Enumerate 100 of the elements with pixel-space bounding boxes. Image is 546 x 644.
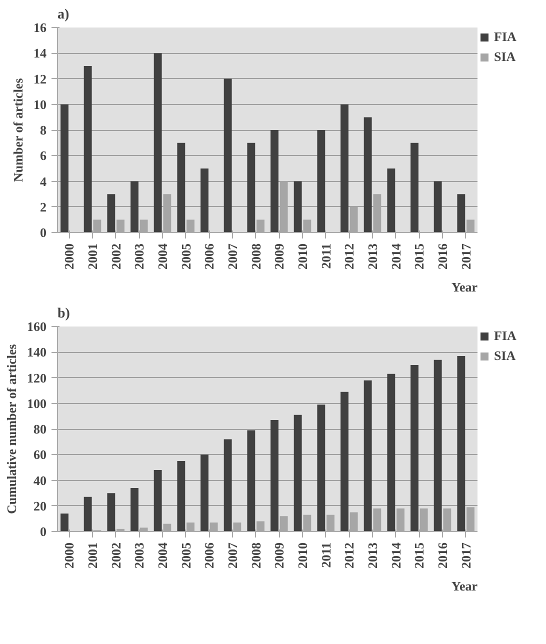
bar [154,53,162,232]
bar [270,420,278,532]
x-tick-label: 2008 [248,243,264,270]
bar [107,194,116,232]
legend-label: FIA [494,328,518,344]
y-tick-label: 4 [40,174,47,189]
x-tick-label: 2007 [225,542,240,568]
bar [294,414,302,532]
x-tick-label: 2009 [272,243,287,270]
bar [247,430,256,532]
bar [317,130,326,232]
bar [340,392,348,532]
bar [434,360,442,532]
x-tick-label: 2001 [85,244,100,270]
x-tick-label: 2002 [108,244,124,270]
x-tick-label: 2014 [388,243,404,270]
x-tick-label: 2006 [202,542,217,568]
x-tick-label: 2005 [178,243,194,270]
bar [107,493,116,532]
y-tick-label: 16 [34,20,47,35]
bar [200,168,208,232]
bar [387,168,396,232]
bar [340,104,348,232]
y-tick-label: 12 [34,71,46,86]
x-tick-label: 2000 [62,244,77,270]
x-tick-label: 2013 [365,542,380,568]
bar [247,142,256,232]
x-tick-label: 2015 [412,542,427,568]
x-tick-label: 2014 [388,542,404,568]
y-tick-label: 10 [34,96,46,112]
y-tick-label: 14 [34,46,47,61]
bar [84,66,92,232]
bar [294,181,302,232]
y-tick-label: 40 [34,472,46,488]
y-tick-label: 2 [40,199,46,214]
bar [130,488,138,532]
y-tick-label: 100 [27,396,46,411]
y-tick-label: 0 [40,524,46,539]
x-tick-label: 2011 [318,542,334,568]
legend-label: FIA [494,29,518,45]
y-tick-label: 8 [40,122,47,138]
x-tick-label: 2001 [85,542,100,568]
x-tick-label: 2008 [248,542,264,568]
bar [387,374,396,532]
x-tick-label: 2010 [295,244,310,270]
bar [60,104,68,232]
x-tick-label: 2006 [202,243,217,270]
y-tick-label: 120 [27,370,46,386]
bar [224,78,232,232]
bar [457,194,466,232]
bar [410,364,418,532]
x-tick-label: 2012 [342,542,357,568]
y-tick-label: 160 [27,319,46,334]
y-tick-label: 140 [27,344,46,360]
y-tick-label: 6 [40,148,47,164]
x-tick-label: 2003 [132,243,147,270]
x-tick-label: 2009 [272,542,287,568]
bar [434,181,442,232]
x-tick-label: 2016 [435,243,450,270]
x-tick-label: 2010 [295,542,310,568]
bar [410,142,418,232]
x-tick-label: 2013 [365,243,380,270]
bar [60,514,68,532]
bar [154,470,162,532]
legend-label: SIA [494,348,517,364]
x-tick-label: 2002 [108,542,124,568]
bar [317,404,326,532]
x-tick-label: 2004 [155,542,170,568]
bar [224,439,232,532]
chart-title: b) [58,306,70,322]
bar [200,454,208,532]
x-tick-label: 2003 [132,542,147,568]
x-axis-title: Year [452,578,478,594]
bar [457,356,466,532]
y-axis-title: Cumulative number of articles [4,344,19,514]
x-tick-label: 2012 [342,244,357,270]
y-tick-label: 60 [34,447,46,462]
bar [177,142,186,232]
bar [130,181,138,232]
bar [270,130,278,232]
y-tick-label: 20 [34,498,46,514]
bar [84,496,92,532]
legend-label: SIA [494,49,517,65]
x-tick-label: 2007 [225,243,240,270]
bar [364,117,372,232]
bar [177,461,186,532]
x-tick-label: 2005 [178,542,194,568]
chart-title: a) [58,8,70,22]
x-tick-label: 2011 [318,243,334,269]
x-axis-title: Year [452,280,478,294]
bar [364,380,372,532]
y-tick-label: 0 [40,225,46,240]
x-tick-label: 2004 [155,243,170,270]
x-tick-label: 2015 [412,243,427,270]
y-tick-label: 80 [34,422,46,436]
y-axis-title: Number of articles [10,78,26,182]
x-tick-label: 2016 [435,542,450,568]
x-tick-label: 2017 [458,542,474,568]
x-tick-label: 2017 [458,243,474,270]
x-tick-label: 2000 [62,542,77,568]
